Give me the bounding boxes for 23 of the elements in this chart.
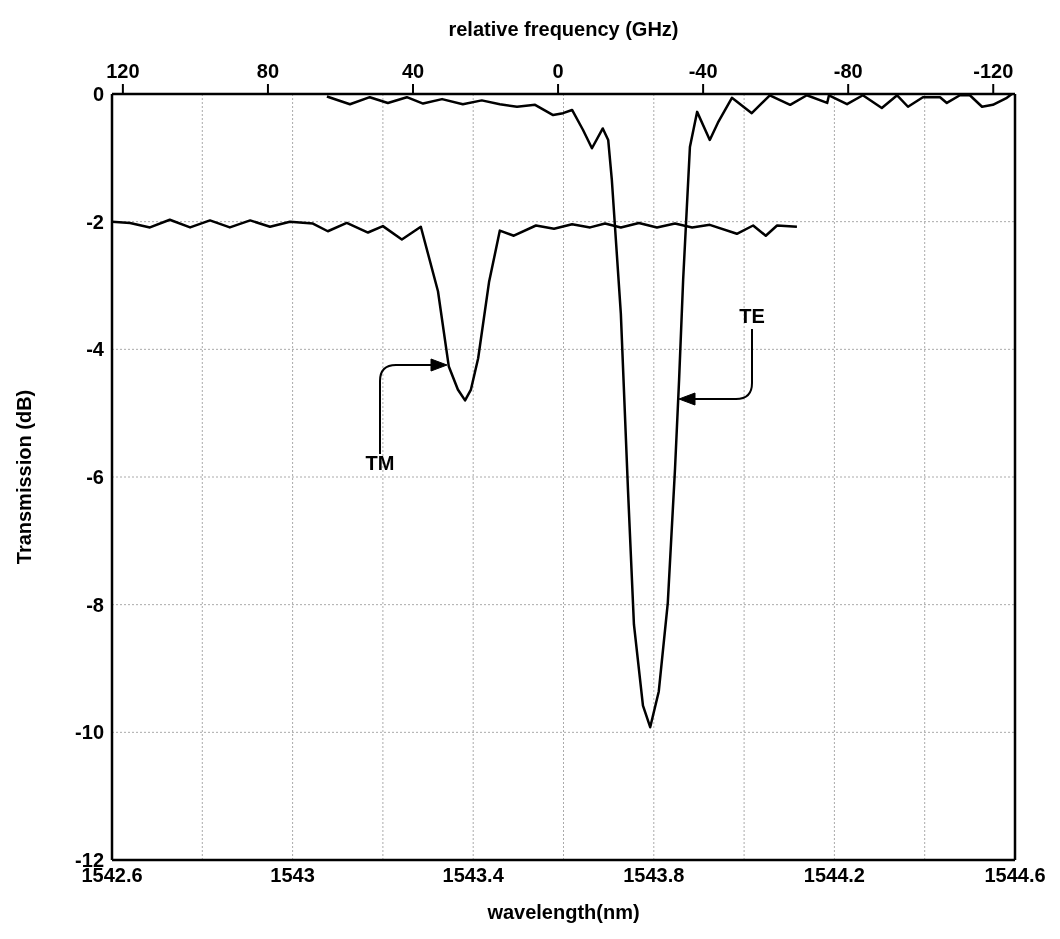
- x2-tick-label: 120: [106, 60, 140, 82]
- y-axis-title: Transmission (dB): [13, 389, 36, 565]
- y-tick-label: 0: [92, 83, 104, 106]
- x-tick-label: 1543.4: [442, 864, 505, 887]
- x-axis-title: wavelength(nm): [486, 901, 640, 923]
- x2-tick-label: 0: [552, 60, 564, 82]
- y-tick-label: -2: [86, 210, 104, 233]
- x2-tick-label: 80: [256, 60, 280, 82]
- x2-tick-label: -40: [688, 60, 718, 82]
- x2-tick-label: 40: [401, 60, 425, 82]
- x2-tick-label: -80: [833, 60, 863, 82]
- x-tick-label: 1544.2: [803, 864, 865, 887]
- x2-tick-label: -120: [973, 60, 1014, 82]
- annotation: TE: [739, 305, 765, 328]
- y-tick-label: -4: [86, 338, 105, 361]
- x-tick-label: 1544.6: [984, 864, 1046, 887]
- x-tick-label: 1543.8: [623, 864, 685, 887]
- x2-axis-title: relative frequency (GHz): [448, 18, 679, 40]
- x-tick-label: 1543: [270, 864, 315, 887]
- y-tick-label: -6: [86, 466, 104, 489]
- y-tick-label: -8: [86, 593, 104, 616]
- annotation: TM: [365, 452, 395, 475]
- y-tick-label: -10: [75, 721, 104, 744]
